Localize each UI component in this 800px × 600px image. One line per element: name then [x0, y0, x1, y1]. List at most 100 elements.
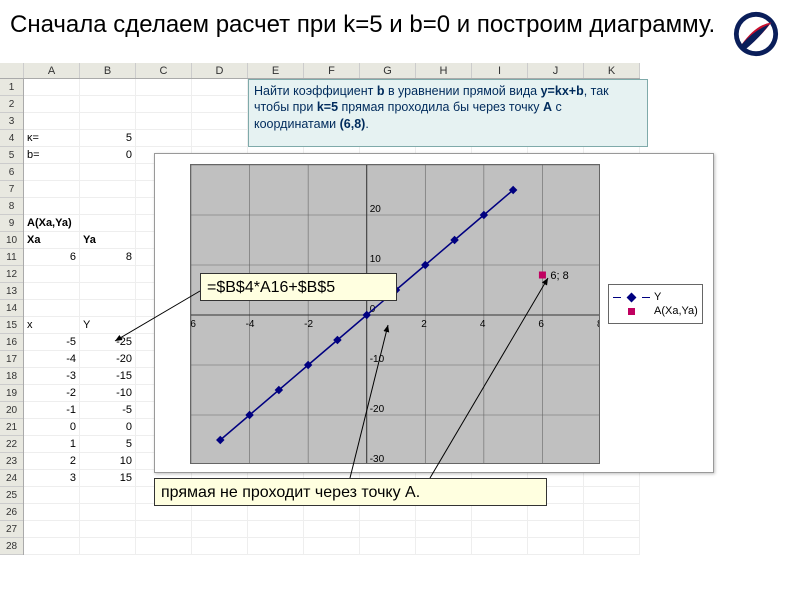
- cell-A7[interactable]: [24, 181, 80, 197]
- cell-B17[interactable]: -20: [80, 351, 136, 367]
- row-number: 21: [0, 419, 23, 436]
- cell-B15[interactable]: Y: [80, 317, 136, 333]
- cell-A11[interactable]: 6: [24, 249, 80, 265]
- spreadsheet: ABCDEFGHIJK 1234567891011121314151617181…: [0, 63, 800, 583]
- legend-label: Y: [654, 291, 661, 303]
- cell-A10[interactable]: Xa: [24, 232, 80, 248]
- cell-J28[interactable]: [528, 538, 584, 554]
- cell-B9[interactable]: [80, 215, 136, 231]
- cell-B19[interactable]: -10: [80, 385, 136, 401]
- cell-A3[interactable]: [24, 113, 80, 129]
- cell-B4[interactable]: 5: [80, 130, 136, 146]
- cell-A6[interactable]: [24, 164, 80, 180]
- cell-K27[interactable]: [584, 521, 640, 537]
- cell-A8[interactable]: [24, 198, 80, 214]
- cell-B27[interactable]: [80, 521, 136, 537]
- column-header: J: [528, 63, 584, 78]
- cell-J26[interactable]: [528, 504, 584, 520]
- cell-J27[interactable]: [528, 521, 584, 537]
- cell-B6[interactable]: [80, 164, 136, 180]
- cell-D27[interactable]: [192, 521, 248, 537]
- cell-C4[interactable]: [136, 130, 192, 146]
- cell-A25[interactable]: [24, 487, 80, 503]
- cell-K26[interactable]: [584, 504, 640, 520]
- cell-E28[interactable]: [248, 538, 304, 554]
- cell-B21[interactable]: 0: [80, 419, 136, 435]
- cell-H26[interactable]: [416, 504, 472, 520]
- cell-A2[interactable]: [24, 96, 80, 112]
- svg-text:4: 4: [480, 319, 486, 330]
- cell-B22[interactable]: 5: [80, 436, 136, 452]
- row-number: 9: [0, 215, 23, 232]
- cell-I26[interactable]: [472, 504, 528, 520]
- cell-B24[interactable]: 15: [80, 470, 136, 486]
- cell-G28[interactable]: [360, 538, 416, 554]
- cell-D2[interactable]: [192, 96, 248, 112]
- cell-G27[interactable]: [360, 521, 416, 537]
- cell-A12[interactable]: [24, 266, 80, 282]
- cell-B12[interactable]: [80, 266, 136, 282]
- cell-A28[interactable]: [24, 538, 80, 554]
- cell-A23[interactable]: 2: [24, 453, 80, 469]
- cell-C28[interactable]: [136, 538, 192, 554]
- cell-C3[interactable]: [136, 113, 192, 129]
- cell-A17[interactable]: -4: [24, 351, 80, 367]
- cell-B8[interactable]: [80, 198, 136, 214]
- cell-A27[interactable]: [24, 521, 80, 537]
- cell-B18[interactable]: -15: [80, 368, 136, 384]
- cell-D1[interactable]: [192, 79, 248, 95]
- cell-C2[interactable]: [136, 96, 192, 112]
- cell-B28[interactable]: [80, 538, 136, 554]
- cell-A22[interactable]: 1: [24, 436, 80, 452]
- cell-F28[interactable]: [304, 538, 360, 554]
- problem-text: Найти коэффициент b в уравнении прямой в…: [248, 79, 648, 147]
- cell-B16[interactable]: -25: [80, 334, 136, 350]
- cell-B13[interactable]: [80, 283, 136, 299]
- cell-A4[interactable]: κ=: [24, 130, 80, 146]
- cell-H27[interactable]: [416, 521, 472, 537]
- cell-D28[interactable]: [192, 538, 248, 554]
- cell-K28[interactable]: [584, 538, 640, 554]
- cell-E27[interactable]: [248, 521, 304, 537]
- svg-text:20: 20: [370, 204, 382, 215]
- row-number: 15: [0, 317, 23, 334]
- cell-B3[interactable]: [80, 113, 136, 129]
- cell-B26[interactable]: [80, 504, 136, 520]
- cell-B10[interactable]: Ya: [80, 232, 136, 248]
- cell-A16[interactable]: -5: [24, 334, 80, 350]
- row-number: 27: [0, 521, 23, 538]
- cell-C1[interactable]: [136, 79, 192, 95]
- column-header: E: [248, 63, 304, 78]
- chart-svg: -30-20-100102030-6-4-224686; 8: [191, 165, 599, 463]
- cell-B25[interactable]: [80, 487, 136, 503]
- cell-A18[interactable]: -3: [24, 368, 80, 384]
- cell-A1[interactable]: [24, 79, 80, 95]
- cell-D4[interactable]: [192, 130, 248, 146]
- plot-area: -30-20-100102030-6-4-224686; 8: [190, 164, 600, 464]
- cell-A19[interactable]: -2: [24, 385, 80, 401]
- cell-A9[interactable]: A(Xa,Ya): [24, 215, 80, 231]
- cell-D3[interactable]: [192, 113, 248, 129]
- cell-B23[interactable]: 10: [80, 453, 136, 469]
- cell-A26[interactable]: [24, 504, 80, 520]
- cell-K25[interactable]: [584, 487, 640, 503]
- cell-I27[interactable]: [472, 521, 528, 537]
- cell-A5[interactable]: b=: [24, 147, 80, 163]
- cell-B11[interactable]: 8: [80, 249, 136, 265]
- cell-B14[interactable]: [80, 300, 136, 316]
- cell-B2[interactable]: [80, 96, 136, 112]
- cell-A13[interactable]: [24, 283, 80, 299]
- cell-C27[interactable]: [136, 521, 192, 537]
- cell-F27[interactable]: [304, 521, 360, 537]
- cell-A15[interactable]: x: [24, 317, 80, 333]
- cell-H28[interactable]: [416, 538, 472, 554]
- cell-A20[interactable]: -1: [24, 402, 80, 418]
- cell-B1[interactable]: [80, 79, 136, 95]
- cell-B20[interactable]: -5: [80, 402, 136, 418]
- cell-B5[interactable]: 0: [80, 147, 136, 163]
- cell-A24[interactable]: 3: [24, 470, 80, 486]
- cell-I28[interactable]: [472, 538, 528, 554]
- cell-A14[interactable]: [24, 300, 80, 316]
- cell-A21[interactable]: 0: [24, 419, 80, 435]
- cell-B7[interactable]: [80, 181, 136, 197]
